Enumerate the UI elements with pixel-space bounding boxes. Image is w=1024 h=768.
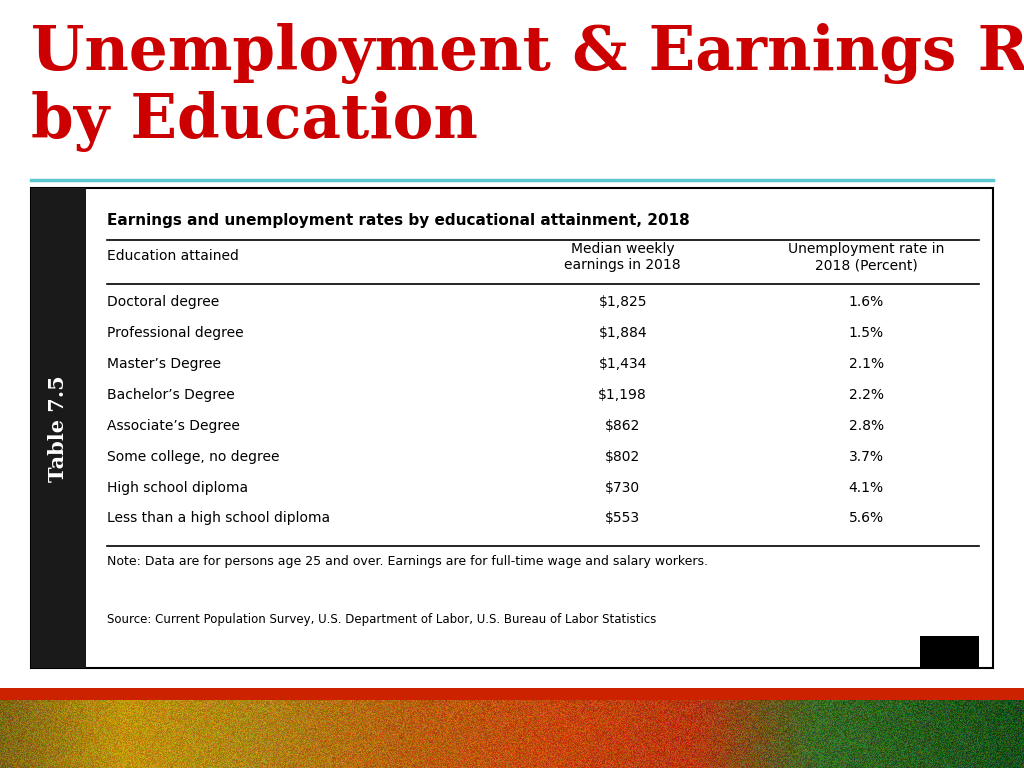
Text: 2.8%: 2.8% [849, 419, 884, 433]
Text: Associate’s Degree: Associate’s Degree [106, 419, 240, 433]
Text: High school diploma: High school diploma [106, 481, 248, 495]
Text: Professional degree: Professional degree [106, 326, 244, 340]
Text: Unemployment & Earnings Rates
by Education: Unemployment & Earnings Rates by Educati… [31, 23, 1024, 152]
Text: $802: $802 [605, 450, 640, 464]
Text: Education attained: Education attained [106, 249, 239, 263]
Text: Some college, no degree: Some college, no degree [106, 450, 280, 464]
Text: 2.2%: 2.2% [849, 388, 884, 402]
Text: $730: $730 [605, 481, 640, 495]
Bar [921, 636, 979, 667]
Text: Earnings and unemployment rates by educational attainment, 2018: Earnings and unemployment rates by educa… [106, 214, 689, 228]
Text: 1.6%: 1.6% [849, 295, 884, 310]
Text: 5.6%: 5.6% [849, 511, 884, 525]
Text: $1,434: $1,434 [598, 357, 647, 371]
Text: Master’s Degree: Master’s Degree [106, 357, 221, 371]
Text: $553: $553 [605, 511, 640, 525]
Text: 3.7%: 3.7% [849, 450, 884, 464]
Text: Less than a high school diploma: Less than a high school diploma [106, 511, 330, 525]
Text: Doctoral degree: Doctoral degree [106, 295, 219, 310]
Text: Median weekly
earnings in 2018: Median weekly earnings in 2018 [564, 242, 681, 272]
Text: 1.5%: 1.5% [849, 326, 884, 340]
Text: $1,825: $1,825 [598, 295, 647, 310]
Text: Source: Current Population Survey, U.S. Department of Labor, U.S. Bureau of Labo: Source: Current Population Survey, U.S. … [106, 613, 656, 626]
Text: Unemployment rate in
2018 (Percent): Unemployment rate in 2018 (Percent) [788, 242, 944, 272]
Text: Table 7.5: Table 7.5 [48, 375, 69, 482]
Text: Bachelor’s Degree: Bachelor’s Degree [106, 388, 234, 402]
Text: 4.1%: 4.1% [849, 481, 884, 495]
Text: 2.1%: 2.1% [849, 357, 884, 371]
Text: $862: $862 [605, 419, 640, 433]
Bar [31, 188, 86, 668]
Text: $1,884: $1,884 [598, 326, 647, 340]
Text: Note: Data are for persons age 25 and over. Earnings are for full-time wage and : Note: Data are for persons age 25 and ov… [106, 555, 708, 568]
Text: $1,198: $1,198 [598, 388, 647, 402]
